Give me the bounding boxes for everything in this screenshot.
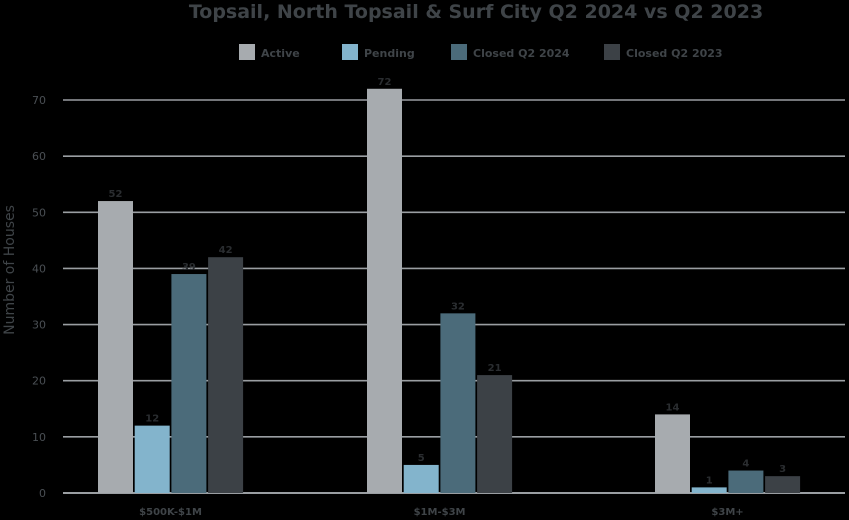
bars	[98, 88, 801, 494]
y-tick-70: 70	[32, 94, 46, 107]
data-label-pending-1m-3m: 5	[418, 453, 425, 464]
legend-swatch-closed-q2-2023	[604, 44, 620, 60]
data-label-active-3m: 14	[666, 402, 680, 413]
bar-active-500k-1m	[98, 201, 133, 494]
legend-swatch-active	[239, 44, 255, 60]
y-axis-ticks: 0 10 20 30 40 50 60 70	[32, 94, 46, 500]
bar-closed-q2-2023-500k-1m	[208, 257, 244, 493]
legend-label-closed-q2-2023: Closed Q2 2023	[626, 47, 723, 60]
category-label-3m: $3M+	[711, 507, 743, 518]
legend-label-pending: Pending	[364, 47, 415, 60]
bar-closed-q2-2024-1m-3m	[440, 313, 476, 493]
bar-pending-500k-1m	[134, 425, 170, 493]
y-tick-40: 40	[32, 262, 46, 275]
data-label-closed-q2-2023-3m: 3	[779, 464, 786, 475]
x-axis-categories: $500K-$1M $1M-$3M $3M+	[139, 507, 743, 518]
category-label-1m-3m: $1M-$3M	[414, 507, 466, 518]
legend: Active Pending Closed Q2 2024 Closed Q2 202…	[239, 44, 723, 60]
legend-swatch-closed-q2-2024	[451, 44, 467, 60]
y-tick-60: 60	[32, 150, 46, 163]
y-tick-30: 30	[32, 319, 46, 332]
data-label-closed-q2-2024-500k-1m: 39	[182, 262, 196, 273]
bar-active-1m-3m	[367, 88, 402, 494]
bar-closed-q2-2023-1m-3m	[477, 375, 513, 493]
data-label-pending-3m: 1	[706, 475, 713, 486]
y-axis-label: Number of Houses	[2, 205, 18, 335]
data-label-pending-500k-1m: 12	[145, 414, 159, 425]
bar-active-3m	[655, 414, 690, 493]
bar-pending-3m	[691, 487, 727, 493]
y-tick-0: 0	[39, 487, 46, 500]
category-label-500k-1m: $500K-$1M	[139, 507, 202, 518]
legend-swatch-pending	[342, 44, 358, 60]
data-label-closed-q2-2023-1m-3m: 21	[488, 363, 502, 374]
y-tick-10: 10	[32, 431, 46, 444]
chart-title: Topsail, North Topsail & Surf City Q2 20…	[189, 1, 763, 23]
bar-closed-q2-2023-3m	[765, 476, 801, 493]
data-label-closed-q2-2024-1m-3m: 32	[451, 301, 465, 312]
data-label-active-500k-1m: 52	[109, 189, 123, 200]
y-tick-20: 20	[32, 375, 46, 388]
data-label-closed-q2-2023-500k-1m: 42	[219, 245, 233, 256]
data-label-closed-q2-2024-3m: 4	[742, 459, 749, 470]
bar-pending-1m-3m	[403, 464, 439, 493]
bar-closed-q2-2024-3m	[728, 470, 764, 493]
legend-label-active: Active	[261, 47, 300, 60]
y-tick-50: 50	[32, 206, 46, 219]
legend-label-closed-q2-2024: Closed Q2 2024	[473, 47, 570, 60]
bar-closed-q2-2024-500k-1m	[171, 274, 207, 493]
data-label-active-1m-3m: 72	[378, 77, 392, 88]
